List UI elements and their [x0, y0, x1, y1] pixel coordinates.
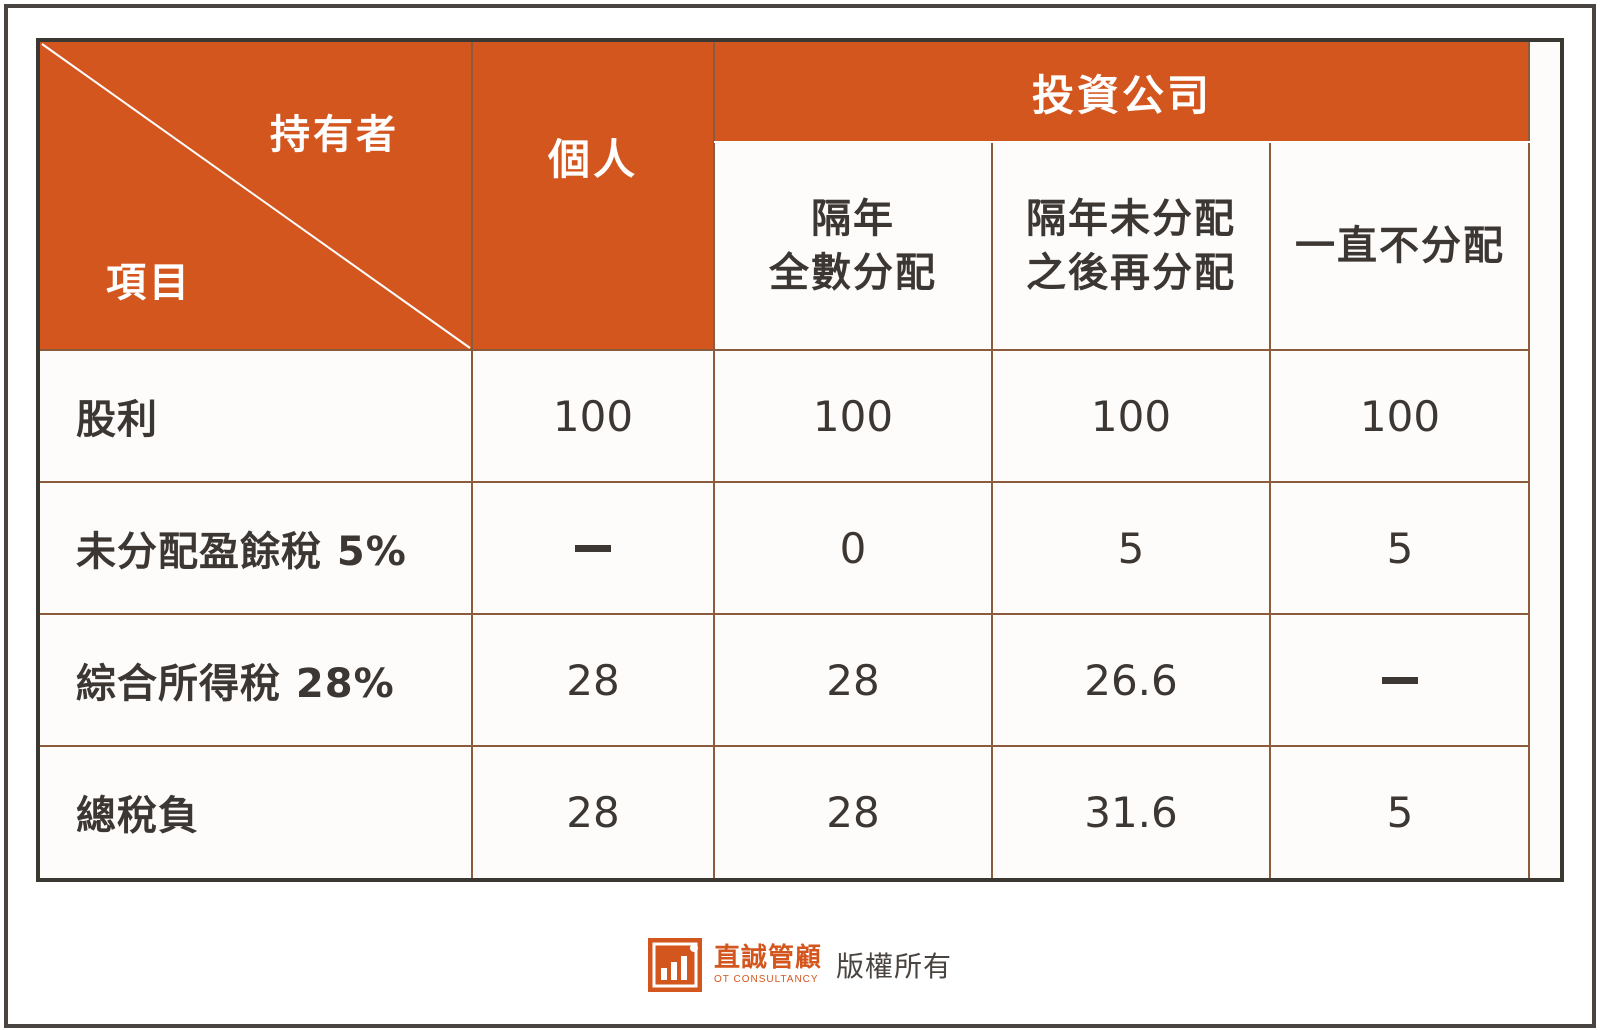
subheader-delayed-distribution-line2: 之後再分配 [1026, 250, 1236, 296]
tax-comparison-table: 持有者 項目 個人 投資公司 隔年 全數分配 隔年未分配 之後再分配 一直不分配… [36, 38, 1564, 882]
table-cell-dash [472, 482, 714, 614]
table-cell: 28 [826, 787, 880, 837]
subheader-delayed-distribution-line1: 隔年未分配 [1026, 196, 1236, 242]
table-cell: 100 [552, 391, 634, 441]
row-label-dividend: 股利 [76, 397, 158, 443]
table-cell: 31.6 [1084, 787, 1178, 837]
subheader-full-distribution: 隔年 全數分配 [714, 142, 992, 350]
brand-subtitle: OT CONSULTANCY [713, 974, 819, 985]
table-cell: 100 [812, 391, 894, 441]
footer: 直誠管顧 OT CONSULTANCY 版權所有 [0, 938, 1600, 992]
table-cell-dash [1270, 614, 1530, 746]
table-cell: 0 [839, 523, 867, 573]
corner-top-label: 持有者 [270, 112, 399, 158]
grid-line [40, 745, 1530, 747]
dash-mark [575, 544, 611, 552]
grid-line [991, 142, 993, 878]
table-cell: 28 [826, 655, 880, 705]
grid-line [1528, 42, 1530, 878]
grid-line [471, 42, 473, 878]
copyright-text: 版權所有 [836, 950, 953, 983]
grid-line [40, 613, 1530, 615]
grid-line [713, 42, 715, 878]
table-cell: 100 [1090, 391, 1172, 441]
corner-header-cell: 持有者 項目 [40, 42, 472, 350]
grid-line [40, 349, 1530, 351]
dash-mark [1382, 676, 1418, 684]
brand-block: 直誠管顧 OT CONSULTANCY [714, 943, 822, 987]
subheader-delayed-distribution: 隔年未分配 之後再分配 [992, 142, 1270, 350]
table-cell: 26.6 [1084, 655, 1178, 705]
row-label-income-tax: 綜合所得稅 28% [76, 661, 395, 707]
grid-line [1269, 142, 1271, 878]
table-cell: 5 [1386, 523, 1414, 573]
subheader-never-distribute-line1: 一直不分配 [1295, 223, 1505, 269]
table-cell: 5 [1117, 523, 1145, 573]
table-cell: 5 [1386, 787, 1414, 837]
table-cell: 100 [1359, 391, 1441, 441]
table-cell: 28 [566, 655, 620, 705]
subheader-full-distribution-line2: 全數分配 [769, 250, 937, 296]
header-individual-label: 個人 [547, 134, 638, 184]
subheader-never-distribute: 一直不分配 [1270, 142, 1530, 350]
row-label-total-tax: 總稅負 [76, 793, 199, 839]
table-cell: 28 [566, 787, 620, 837]
corner-bottom-label: 項目 [106, 260, 192, 306]
subheader-full-distribution-line1: 隔年 [811, 196, 895, 242]
brand-name: 直誠管顧 [713, 943, 822, 973]
grid-line [714, 141, 1530, 143]
header-individual: 個人 [472, 42, 714, 350]
row-label-undistributed-tax: 未分配盈餘稅 5% [76, 529, 407, 575]
bar-chart-logo-icon [647, 938, 702, 992]
header-investment-company: 投資公司 [714, 42, 1530, 142]
corner-diagonal-line [41, 43, 471, 349]
grid-line [40, 481, 1530, 483]
header-investment-company-label: 投資公司 [1031, 70, 1212, 120]
